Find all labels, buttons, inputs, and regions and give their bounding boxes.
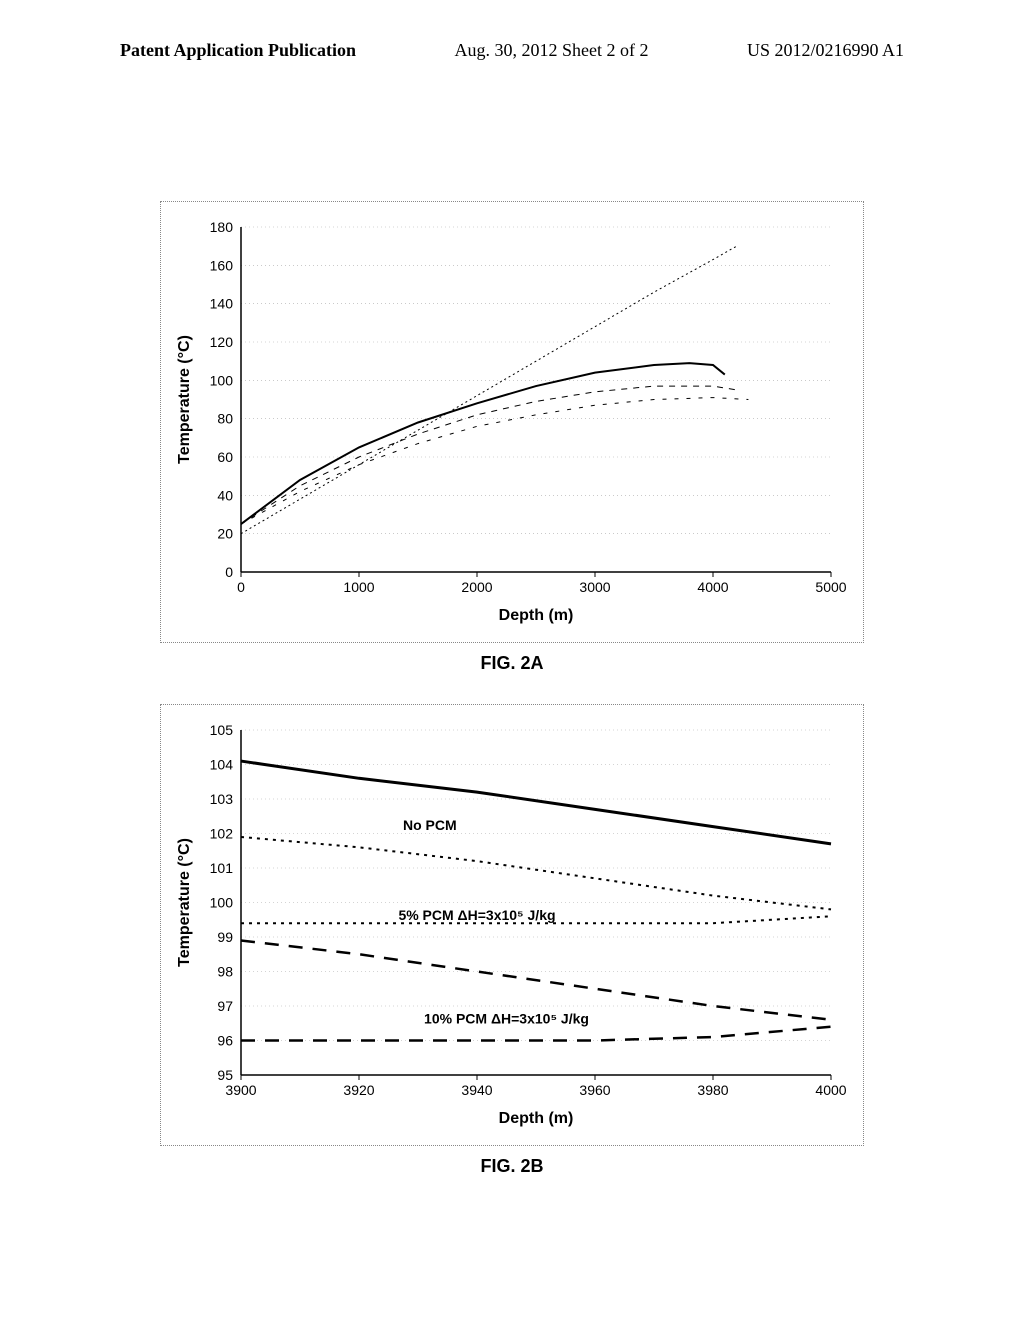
charts-container: 0 20 40 60 80 100 120 140 160 180 0 1000 2000 3000 400… (0, 61, 1024, 1177)
svg-text:95: 95 (217, 1067, 233, 1083)
svg-text:10% PCM ΔH=3x10⁵ J/kg: 10% PCM ΔH=3x10⁵ J/kg (424, 1010, 589, 1026)
svg-text:99: 99 (217, 929, 233, 945)
svg-text:102: 102 (210, 826, 234, 842)
svg-text:20: 20 (217, 526, 233, 542)
svg-text:4000: 4000 (815, 1082, 846, 1098)
svg-text:120: 120 (210, 334, 234, 350)
svg-text:5000: 5000 (815, 579, 846, 595)
svg-text:104: 104 (210, 757, 234, 773)
svg-text:180: 180 (210, 219, 234, 235)
chart-a: 0 20 40 60 80 100 120 140 160 180 0 1000 2000 3000 400… (171, 212, 851, 632)
svg-text:4000: 4000 (697, 579, 728, 595)
svg-text:80: 80 (217, 411, 233, 427)
header-center: Aug. 30, 2012 Sheet 2 of 2 (455, 40, 649, 61)
svg-text:3980: 3980 (697, 1082, 728, 1098)
svg-text:0: 0 (225, 564, 233, 580)
svg-text:60: 60 (217, 449, 233, 465)
svg-text:2000: 2000 (461, 579, 492, 595)
svg-text:96: 96 (217, 1033, 233, 1049)
svg-text:100: 100 (210, 372, 234, 388)
svg-text:1000: 1000 (343, 579, 374, 595)
svg-text:No PCM: No PCM (403, 817, 457, 833)
svg-text:160: 160 (210, 257, 234, 273)
svg-text:Depth (m): Depth (m) (499, 1110, 574, 1127)
fig-2a-caption: FIG. 2A (160, 653, 864, 674)
svg-text:98: 98 (217, 964, 233, 980)
svg-text:3940: 3940 (461, 1082, 492, 1098)
svg-text:3960: 3960 (579, 1082, 610, 1098)
chart-a-wrapper: 0 20 40 60 80 100 120 140 160 180 0 1000 2000 3000 400… (160, 201, 864, 643)
svg-text:103: 103 (210, 791, 234, 807)
chart-b: 95 96 97 98 99 100 101 102 103 104 105 3900 3920 3940… (171, 715, 851, 1135)
svg-text:40: 40 (217, 487, 233, 503)
svg-text:Depth (m): Depth (m) (499, 607, 574, 624)
svg-text:3000: 3000 (579, 579, 610, 595)
svg-text:3920: 3920 (343, 1082, 374, 1098)
fig-2b-caption: FIG. 2B (160, 1156, 864, 1177)
svg-text:0: 0 (237, 579, 245, 595)
svg-text:Temperature (°C): Temperature (°C) (176, 838, 193, 967)
svg-text:5% PCM ΔH=3x10⁵ J/kg: 5% PCM ΔH=3x10⁵ J/kg (398, 907, 555, 923)
header-right: US 2012/0216990 A1 (747, 40, 904, 61)
chart-b-wrapper: 95 96 97 98 99 100 101 102 103 104 105 3900 3920 3940… (160, 704, 864, 1146)
svg-text:101: 101 (210, 860, 234, 876)
svg-text:97: 97 (217, 998, 233, 1014)
header-left: Patent Application Publication (120, 40, 356, 61)
svg-text:140: 140 (210, 296, 234, 312)
svg-text:100: 100 (210, 895, 234, 911)
svg-text:3900: 3900 (225, 1082, 256, 1098)
page-header: Patent Application Publication Aug. 30, … (0, 0, 1024, 61)
svg-text:Temperature (°C): Temperature (°C) (176, 335, 193, 464)
svg-text:105: 105 (210, 722, 234, 738)
